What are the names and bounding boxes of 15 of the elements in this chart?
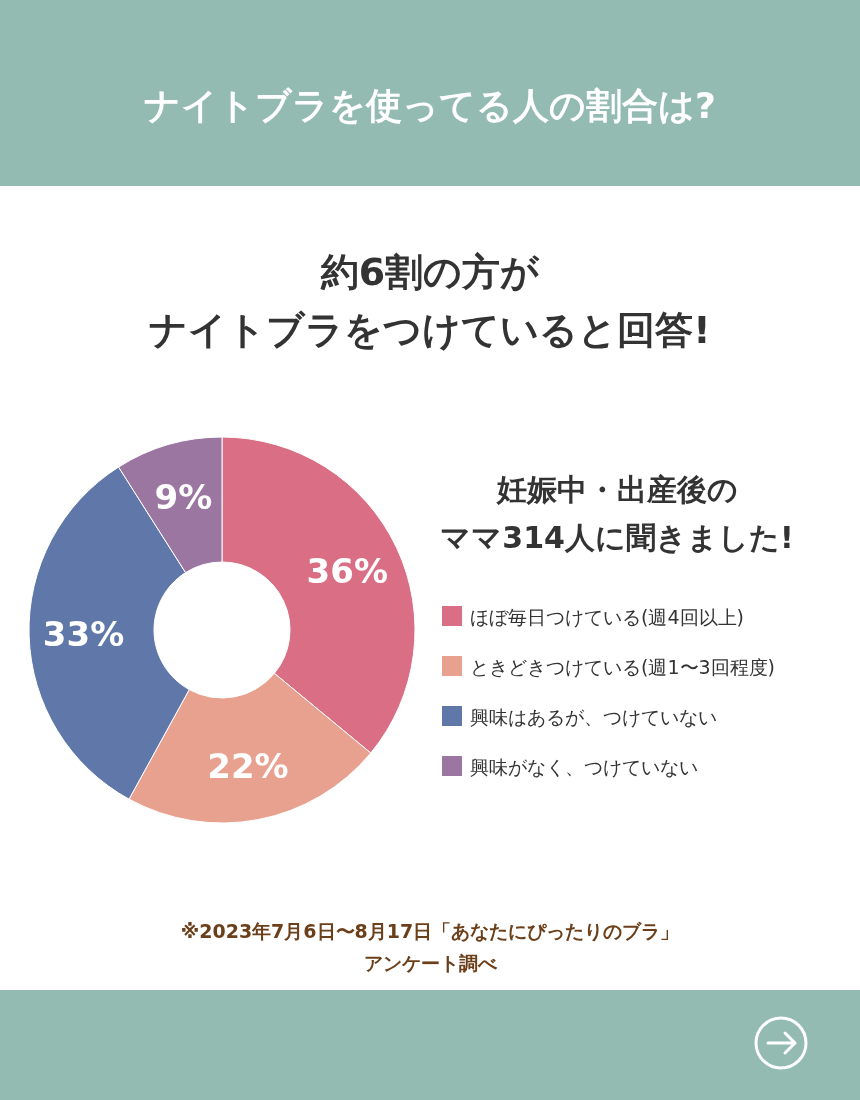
text: 妊娠中・出産後の bbox=[495, 472, 738, 507]
chart-subtitle: 約6割の方が bbox=[319, 250, 541, 294]
text: ※2023年7月6日〜8月17日「あなたにぴったりのブラ」 bbox=[180, 920, 680, 942]
chart-title: ナイトブラを使ってる人の割合は? bbox=[144, 85, 716, 126]
legend-label: 興味がなく、つけていない bbox=[470, 756, 698, 778]
data-label: 36% bbox=[306, 551, 389, 592]
data-label: 22% bbox=[207, 746, 289, 787]
text: アンケート調べ bbox=[363, 952, 498, 974]
legend-label: 興味はあるが、つけていない bbox=[470, 706, 717, 728]
text: ナイトブラをつけていると回答! bbox=[149, 308, 711, 352]
data-label: 9% bbox=[154, 477, 213, 517]
legend-label: ほぼ毎日つけている(週4回以上) bbox=[470, 606, 744, 628]
data-label: 33% bbox=[42, 614, 125, 655]
legend-label: ときどきつけている(週1〜3回程度) bbox=[470, 656, 776, 678]
text: ママ314人に聞きました! bbox=[440, 520, 794, 555]
